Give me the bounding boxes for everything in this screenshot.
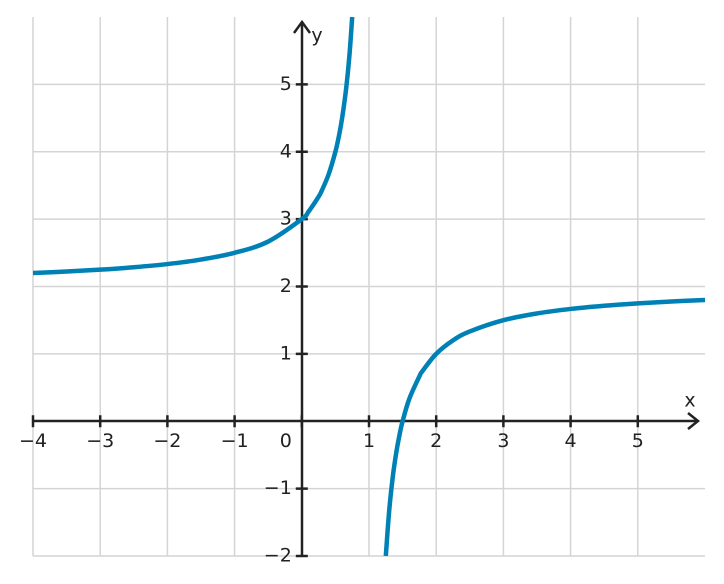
x-tick-label: −4: [19, 430, 47, 452]
y-tick-label: −2: [264, 545, 292, 567]
y-arrow: [292, 19, 312, 34]
x-axis-label: x: [684, 390, 695, 412]
x-tick-label: 5: [632, 430, 644, 452]
curve: [33, 17, 705, 556]
plot: [33, 17, 705, 556]
grid: [32, 17, 705, 557]
y-tick-label: 5: [280, 73, 292, 95]
x-tick-label: −3: [86, 430, 114, 452]
x-tick-label: 1: [363, 430, 375, 452]
x-tick-label: 2: [430, 430, 442, 452]
y-tick-label: 2: [280, 275, 292, 297]
x-tick-label: 3: [497, 430, 509, 452]
x-arrow: [687, 412, 701, 430]
x-tick-label: −1: [221, 430, 249, 452]
y-axis-label: y: [311, 25, 322, 47]
ticks: −4 −3 −2 −1 0 1 2 3 4 5 −2 −1 1 2 3 4 5: [19, 73, 644, 567]
y-tick-label: −1: [264, 477, 292, 499]
y-tick-label: 3: [280, 208, 292, 230]
y-tick-label: 4: [280, 140, 292, 162]
x-tick-label: 0: [280, 430, 292, 452]
x-tick-label: 4: [565, 430, 577, 452]
x-tick-label: −2: [153, 430, 181, 452]
y-tick-label: 1: [280, 342, 292, 364]
